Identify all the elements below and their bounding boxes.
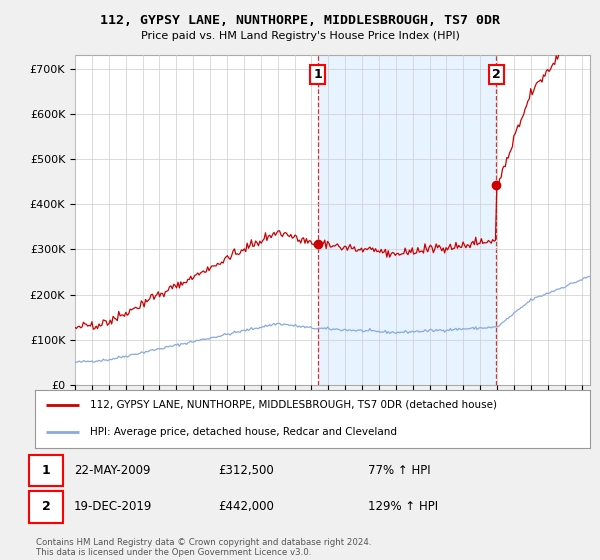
Text: 19-DEC-2019: 19-DEC-2019 <box>74 501 152 514</box>
Text: £312,500: £312,500 <box>218 464 274 477</box>
Text: 77% ↑ HPI: 77% ↑ HPI <box>368 464 431 477</box>
Text: 1: 1 <box>42 464 50 477</box>
Text: 2: 2 <box>42 501 50 514</box>
Text: 129% ↑ HPI: 129% ↑ HPI <box>368 501 438 514</box>
Text: HPI: Average price, detached house, Redcar and Cleveland: HPI: Average price, detached house, Redc… <box>91 427 398 437</box>
Text: 1: 1 <box>313 68 322 81</box>
Text: 112, GYPSY LANE, NUNTHORPE, MIDDLESBROUGH, TS7 0DR: 112, GYPSY LANE, NUNTHORPE, MIDDLESBROUG… <box>100 14 500 27</box>
Text: 112, GYPSY LANE, NUNTHORPE, MIDDLESBROUGH, TS7 0DR (detached house): 112, GYPSY LANE, NUNTHORPE, MIDDLESBROUG… <box>91 399 497 409</box>
Text: 2: 2 <box>492 68 501 81</box>
Text: Contains HM Land Registry data © Crown copyright and database right 2024.
This d: Contains HM Land Registry data © Crown c… <box>36 538 371 557</box>
Text: 22-MAY-2009: 22-MAY-2009 <box>74 464 151 477</box>
Text: Price paid vs. HM Land Registry's House Price Index (HPI): Price paid vs. HM Land Registry's House … <box>140 31 460 41</box>
FancyBboxPatch shape <box>29 491 63 522</box>
Bar <box>318 55 496 385</box>
FancyBboxPatch shape <box>29 455 63 486</box>
Text: £442,000: £442,000 <box>218 501 274 514</box>
